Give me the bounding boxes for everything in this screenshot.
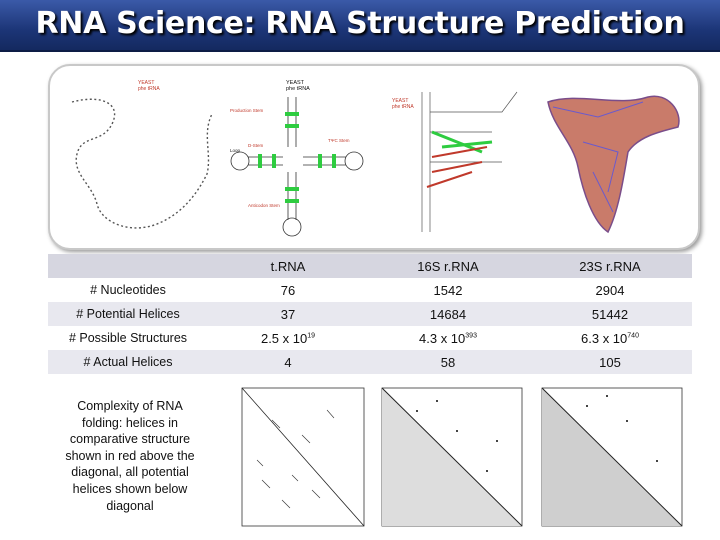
tag-d-stem: D-Stem [248, 143, 264, 148]
helix-panel: YEAST phe tRNA [392, 91, 518, 232]
header-trna: t.RNA [208, 254, 368, 278]
title-bar: RNA Science: RNA Structure Prediction [0, 0, 720, 52]
23s-mantissa: 6.3 x 10 [581, 330, 628, 346]
cell-23s: 6.3 x 10740 [528, 326, 692, 350]
trna-exponent: 19 [307, 332, 316, 340]
cell-trna: 76 [280, 282, 296, 298]
panel3-label-1: YEAST [392, 98, 408, 104]
table-row: # Potential Helices 37 14684 51442 [48, 302, 692, 326]
cell-trna: 2.5 x 1019 [208, 326, 368, 350]
header-16s: 16S r.RNA [368, 254, 528, 278]
tag-tpsic-stem: TΨC Stem [328, 138, 350, 143]
tertiary-structure-panel [547, 95, 680, 234]
16s-exponent: 393 [465, 332, 477, 340]
row-label: # Nucleotides [90, 283, 166, 297]
23s-exponent: 740 [627, 332, 639, 340]
cell-trna: 4 [208, 350, 368, 374]
rna-complexity-table: t.RNA 16S r.RNA 23S r.RNA # Nucleotides … [48, 254, 692, 374]
row-label: # Potential Helices [48, 302, 208, 326]
table-row: # Possible Structures 2.5 x 1019 4.3 x 1… [48, 326, 692, 350]
slide-title: RNA Science: RNA Structure Prediction [35, 6, 685, 41]
panel1-label-1: YEAST [138, 80, 154, 86]
structure-figure-frame: YEAST phe tRNA YEAST phe tRNA Production… [48, 64, 700, 250]
row-label: # Actual Helices [48, 350, 208, 374]
tag-production-stem: Production Stem [230, 108, 264, 113]
cell-23s: 105 [528, 350, 692, 374]
cell-trna: 37 [208, 302, 368, 326]
23s-dotplot [536, 380, 686, 536]
panel1-label-2: phe tRNA [138, 86, 160, 92]
cloverleaf-panel: YEAST phe tRNA Production Stem D-Stem An… [230, 80, 364, 237]
panel2-label-2: phe tRNA [286, 86, 310, 92]
unfolded-sequence-panel: YEAST phe tRNA [71, 80, 213, 229]
table-row: # Actual Helices 4 58 105 [48, 350, 692, 374]
16s-mantissa: 4.3 x 10 [419, 330, 466, 346]
figure-caption: Complexity of RNA folding: helices in co… [65, 399, 195, 513]
table-row: # Nucleotides 76 1542 2904 [48, 278, 692, 302]
cell-16s: 1542 [433, 282, 463, 298]
panel3-label-2: phe tRNA [392, 104, 414, 110]
header-cell-empty [48, 254, 208, 278]
trna-dotplot [232, 380, 368, 536]
16s-dotplot [376, 380, 526, 536]
header-23s: 23S r.RNA [528, 254, 692, 278]
tag-loop: Loop [230, 148, 241, 153]
cell-23s: 51442 [528, 302, 692, 326]
cell-16s: 14684 [368, 302, 528, 326]
row-label: # Possible Structures [68, 331, 188, 345]
table-header-row: t.RNA 16S r.RNA 23S r.RNA [48, 254, 692, 278]
cell-16s: 58 [368, 350, 528, 374]
tag-anticodon-stem: Anticodon Stem [248, 203, 280, 208]
trna-mantissa: 2.5 x 10 [260, 330, 308, 346]
cell-16s: 4.3 x 10393 [368, 326, 528, 350]
cell-23s: 2904 [595, 282, 625, 298]
panel2-label-1: YEAST [286, 80, 305, 86]
